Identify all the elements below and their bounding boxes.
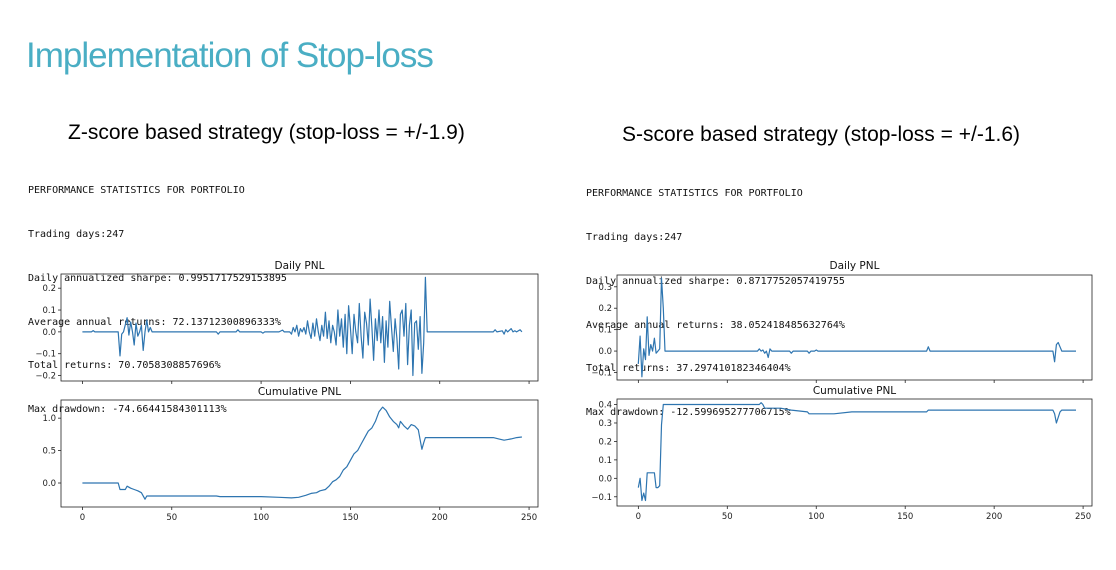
z-score-heading: Z-score based strategy (stop-loss = +/-1… bbox=[68, 121, 465, 144]
slide-title: Implementation of Stop-loss bbox=[26, 36, 434, 75]
s-score-heading: S-score based strategy (stop-loss = +/-1… bbox=[622, 123, 1021, 146]
y-tick-label: 0.0 bbox=[598, 347, 612, 357]
x-tick-label: 50 bbox=[722, 512, 733, 522]
y-tick-label: 0.0 bbox=[42, 328, 56, 338]
x-tick-label: 0 bbox=[80, 513, 85, 523]
y-tick-label: 0.2 bbox=[598, 437, 612, 447]
y-tick-label: 0.2 bbox=[598, 304, 612, 314]
y-tick-label: 0.4 bbox=[598, 401, 612, 411]
stats-line-annual-returns: Average annual returns: 72.1371230089633… bbox=[28, 316, 281, 328]
x-tick-label: 100 bbox=[808, 512, 824, 522]
daily-pnl-chart-z: Daily PNL 0.2 0.1 0.0 −0.1 −0.2 bbox=[35, 260, 539, 384]
plot-frame bbox=[616, 274, 1093, 381]
stats-line-annual-returns: Average annual returns: 38.0524184856327… bbox=[586, 319, 845, 331]
stats-line-title: PERFORMANCE STATISTICS FOR PORTFOLIO bbox=[586, 188, 803, 200]
x-tick-label: 200 bbox=[432, 513, 448, 523]
pnl-series-line bbox=[637, 277, 1076, 378]
chart-title: Cumulative PNL bbox=[258, 386, 341, 398]
pnl-series-line bbox=[82, 406, 522, 500]
stats-line-max-drawdown: Max drawdown: -12.599695277706715% bbox=[586, 407, 791, 419]
x-tick-label: 150 bbox=[897, 512, 913, 522]
y-tick-label: 0.0 bbox=[42, 479, 56, 489]
stats-line-total-returns: Total returns: 70.7058308857696% bbox=[28, 360, 221, 372]
pnl-series-line bbox=[637, 402, 1076, 502]
x-tick-label: 100 bbox=[253, 513, 269, 523]
plot-frame bbox=[616, 398, 1093, 507]
daily-pnl-chart-s: Daily PNL 0.3 0.2 0.1 0.0 −0.1 bbox=[591, 260, 1093, 383]
y-tick-label: 0.1 bbox=[42, 306, 56, 316]
y-tick-label: 0.2 bbox=[42, 284, 56, 294]
y-tick-label: 0.3 bbox=[598, 283, 612, 293]
y-tick-label: −0.1 bbox=[591, 493, 612, 503]
stats-line-max-drawdown: Max drawdown: -74.66441584301113% bbox=[28, 404, 227, 416]
x-tick-label: 150 bbox=[342, 513, 358, 523]
stats-line-total-returns: Total returns: 37.297410182346404% bbox=[586, 363, 791, 375]
stats-line-trading-days: Trading days:247 bbox=[28, 228, 125, 240]
y-tick-label: −0.1 bbox=[35, 350, 56, 360]
cumulative-pnl-chart-s: Cumulative PNL 0.4 0.3 0.2 0.1 0.0 −0.1 0 50 100 1… bbox=[591, 385, 1093, 522]
z-score-stats: PERFORMANCE STATISTICS FOR PORTFOLIO Tra… bbox=[28, 155, 287, 432]
y-tick-label: 0.1 bbox=[598, 326, 612, 336]
y-tick-label: 0.1 bbox=[598, 456, 612, 466]
y-tick-label: −0.2 bbox=[35, 372, 56, 382]
cumulative-pnl-chart-z: Cumulative PNL 1.0 0.5 0.0 0 50 100 150 200 250 bbox=[42, 386, 539, 523]
y-tick-label: 0.5 bbox=[42, 447, 56, 457]
x-tick-label: 0 bbox=[636, 512, 641, 522]
y-tick-label: 1.0 bbox=[42, 414, 56, 424]
x-tick-label: 250 bbox=[521, 513, 537, 523]
stats-line-sharpe: Daily annualized sharpe: 0.8717752057419… bbox=[586, 275, 845, 287]
plot-frame bbox=[60, 273, 539, 382]
y-tick-label: 0.0 bbox=[598, 474, 612, 484]
s-score-stats: PERFORMANCE STATISTICS FOR PORTFOLIO Tra… bbox=[586, 158, 845, 435]
stats-line-sharpe: Daily annualized sharpe: 0.9951717529153… bbox=[28, 272, 287, 284]
chart-title: Daily PNL bbox=[275, 260, 325, 272]
y-tick-label: −0.1 bbox=[591, 369, 612, 379]
chart-title: Cumulative PNL bbox=[813, 385, 896, 397]
stats-line-title: PERFORMANCE STATISTICS FOR PORTFOLIO bbox=[28, 185, 245, 197]
stats-line-trading-days: Trading days:247 bbox=[586, 231, 683, 243]
plot-frame bbox=[60, 399, 539, 508]
pnl-series-line bbox=[82, 276, 523, 377]
chart-title: Daily PNL bbox=[830, 260, 880, 272]
x-tick-label: 50 bbox=[166, 513, 177, 523]
x-tick-label: 250 bbox=[1075, 512, 1091, 522]
y-tick-label: 0.3 bbox=[598, 419, 612, 429]
x-tick-label: 200 bbox=[986, 512, 1002, 522]
